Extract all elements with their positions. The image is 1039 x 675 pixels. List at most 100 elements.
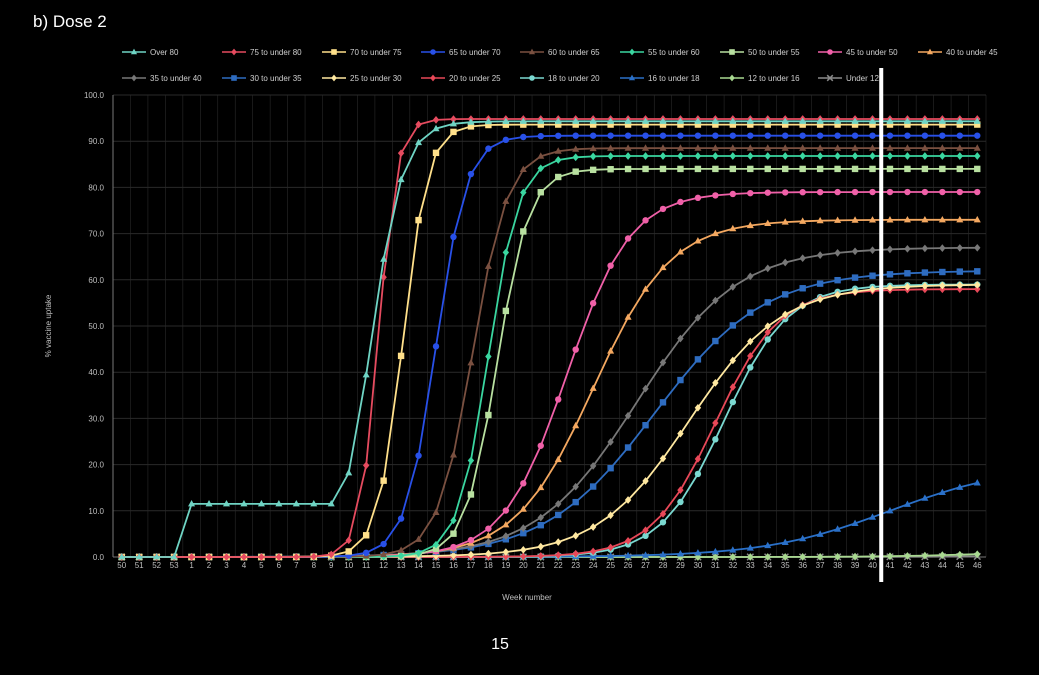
data-point (921, 282, 929, 290)
data-point (589, 300, 597, 307)
data-point (781, 144, 789, 151)
data-point (607, 166, 614, 173)
data-point (275, 553, 283, 561)
data-point (921, 188, 929, 196)
data-point (572, 549, 579, 558)
data-point (921, 494, 929, 501)
data-point (676, 248, 684, 255)
legend-item: 65 to under 70 (421, 48, 501, 57)
data-point (642, 165, 649, 173)
data-point (956, 281, 964, 290)
data-point (974, 281, 981, 289)
x-tick-label: 44 (938, 561, 947, 570)
legend-label: 18 to under 20 (548, 74, 600, 83)
legend-label: 35 to under 40 (150, 74, 202, 83)
data-point (904, 270, 911, 277)
y-tick-label: 0.0 (93, 553, 105, 562)
x-tick-label: 11 (362, 561, 371, 570)
data-point (607, 511, 614, 520)
data-point (712, 436, 719, 443)
data-point (886, 165, 894, 173)
data-point (589, 144, 597, 152)
x-tick-label: 30 (693, 561, 702, 570)
data-point (642, 422, 649, 429)
data-point (450, 115, 457, 123)
data-point (659, 550, 667, 558)
data-point (939, 281, 946, 290)
data-point (904, 552, 911, 560)
data-point (868, 144, 877, 151)
data-point (747, 121, 754, 128)
data-point (450, 128, 457, 136)
data-point (694, 132, 702, 139)
data-point (729, 383, 737, 391)
data-point (624, 165, 632, 173)
data-point (886, 271, 894, 278)
data-point (956, 268, 964, 275)
data-point (659, 399, 667, 406)
data-point (607, 552, 615, 559)
data-point (938, 117, 946, 124)
data-point (851, 144, 859, 151)
data-point (834, 249, 841, 257)
data-point (589, 132, 597, 139)
data-point (712, 296, 719, 305)
data-point (607, 121, 614, 128)
data-point (816, 188, 824, 196)
data-point (799, 553, 806, 561)
data-point (589, 462, 597, 470)
data-point (676, 144, 684, 151)
data-point (450, 530, 457, 537)
data-point (939, 188, 946, 196)
data-point (834, 525, 842, 532)
data-point (624, 117, 632, 124)
data-point (310, 500, 318, 507)
data-point (502, 552, 510, 561)
x-tick-label: 32 (728, 561, 737, 570)
data-point (729, 144, 737, 151)
data-point (380, 550, 388, 558)
y-tick-label: 90.0 (88, 137, 104, 146)
data-point (904, 121, 911, 128)
data-point (956, 165, 964, 173)
data-point (834, 290, 841, 299)
y-tick-label: 20.0 (88, 461, 104, 470)
chart-legend: Over 80 75 to under 80 70 to under 75 65 to… (122, 48, 998, 83)
data-point (467, 550, 475, 559)
data-point (764, 132, 771, 139)
data-point (939, 121, 946, 128)
data-point (555, 511, 562, 519)
data-point (659, 454, 667, 463)
y-axis-title: % vaccine uptake (44, 294, 53, 357)
legend-swatch-marker (529, 75, 535, 81)
data-point (851, 121, 859, 128)
data-point (834, 152, 841, 160)
data-point (537, 164, 544, 173)
data-point (502, 532, 510, 540)
data-point (432, 116, 440, 124)
data-point (764, 121, 771, 128)
data-point (851, 216, 859, 223)
data-point (886, 245, 894, 254)
data-point (502, 248, 510, 257)
data-point (677, 334, 684, 343)
x-tick-label: 26 (624, 561, 633, 570)
data-point (851, 165, 859, 173)
data-point (886, 216, 894, 223)
data-point (764, 219, 772, 227)
x-tick-label: 7 (294, 561, 299, 570)
data-point (939, 551, 946, 559)
data-point (746, 221, 754, 229)
data-point (572, 531, 579, 540)
data-point (712, 132, 719, 139)
data-point (677, 198, 684, 206)
data-point (520, 228, 527, 235)
data-point (258, 553, 265, 561)
data-point (782, 165, 789, 173)
data-point (415, 452, 422, 459)
data-point (834, 132, 841, 139)
x-tick-label: 37 (816, 561, 825, 570)
data-point (886, 144, 894, 151)
x-tick-label: 51 (135, 561, 144, 570)
data-point (747, 364, 754, 371)
